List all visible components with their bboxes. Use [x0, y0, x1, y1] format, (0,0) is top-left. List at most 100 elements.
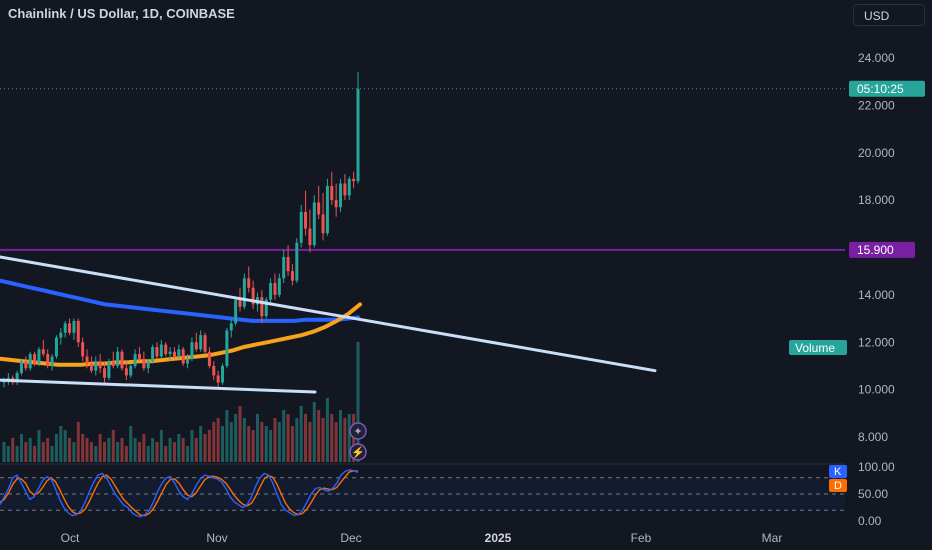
sparkle-icon[interactable]	[349, 422, 367, 440]
candle-body	[282, 256, 286, 279]
candle-body	[190, 342, 194, 359]
volume-bar	[317, 410, 321, 462]
currency-button[interactable]: USD	[853, 4, 925, 26]
volume-bar	[242, 418, 246, 462]
candle-body	[347, 178, 351, 196]
price-tick-label: 12.000	[858, 335, 895, 349]
candle-body	[312, 202, 316, 246]
candle-body	[15, 373, 19, 383]
volume-bar	[41, 442, 45, 462]
side-icons[interactable]: ✦⚡	[349, 422, 367, 461]
candle-body	[68, 323, 72, 333]
volume-bar	[146, 446, 150, 462]
candle-body	[317, 202, 321, 215]
candle-body	[63, 323, 67, 333]
candle-body	[81, 342, 85, 357]
volume-bar	[6, 446, 10, 462]
candle-body	[260, 297, 264, 317]
candle-body	[343, 183, 347, 196]
volume-bars	[2, 342, 360, 462]
volume-bar	[238, 406, 242, 462]
candle-body	[229, 323, 233, 331]
candle-body	[286, 256, 290, 272]
volume-bar	[325, 398, 329, 462]
candle-body	[181, 349, 185, 364]
lightning-icon[interactable]	[349, 443, 367, 461]
oscillator-tick-label: 100.00	[858, 460, 895, 474]
volume-bar	[89, 442, 93, 462]
ma-orange-line	[0, 302, 362, 367]
time-tick-label: Feb	[631, 531, 652, 545]
volume-bar	[286, 414, 290, 462]
volume-bar	[216, 418, 220, 462]
candle-body	[325, 185, 329, 234]
candle-body	[339, 183, 343, 208]
candle-body	[225, 330, 229, 366]
candle-body	[321, 214, 325, 234]
volume-bar	[251, 430, 255, 462]
volume-badge	[789, 340, 847, 355]
oscillator-band	[0, 477, 845, 511]
candles[interactable]	[2, 72, 360, 388]
candle-body	[76, 320, 80, 343]
volume-bar	[299, 406, 303, 462]
ma-blue-line	[0, 278, 360, 323]
candle-body	[98, 361, 102, 369]
volume-bar	[168, 438, 172, 462]
volume-bar	[199, 426, 203, 462]
candle-body	[142, 358, 146, 369]
volume-bar	[151, 438, 155, 462]
volume-bar	[11, 438, 15, 462]
volume-bar	[321, 418, 325, 462]
stoch-k-line	[0, 468, 359, 518]
volume-bar	[203, 434, 207, 462]
candle-body	[120, 351, 124, 369]
candle-body	[177, 349, 181, 357]
candle-body	[212, 365, 216, 376]
candle-body	[207, 351, 211, 366]
volume-bar	[194, 438, 198, 462]
volume-bar	[212, 422, 216, 462]
candle-body	[41, 349, 45, 355]
candle-body	[19, 361, 23, 374]
volume-bar	[2, 442, 6, 462]
volume-bar	[133, 438, 137, 462]
price-tick-label: 10.000	[858, 383, 895, 397]
price-axis: 24.000 22.000 20.000 18.000 14.000 12.000 10.0…	[789, 51, 925, 528]
volume-bar	[181, 438, 185, 462]
volume-bar	[15, 446, 19, 462]
time-tick-label: Nov	[206, 531, 227, 545]
volume-bar	[37, 430, 41, 462]
candle-body	[37, 349, 41, 364]
time-tick-label: Mar	[762, 531, 783, 545]
volume-bar	[54, 434, 58, 462]
d-label: D	[834, 480, 842, 492]
volume-bar	[137, 442, 141, 462]
candle-body	[269, 283, 273, 300]
volume-bar	[295, 418, 299, 462]
volume-bar	[234, 414, 238, 462]
volume-bar	[356, 342, 360, 462]
candle-body	[242, 278, 246, 307]
oscillator-tick-label: 0.00	[858, 514, 882, 528]
last-price-badge	[849, 80, 925, 97]
price-tick-label: 22.000	[858, 98, 895, 112]
moving-averages	[0, 278, 362, 367]
volume-bar	[155, 442, 159, 462]
volume-bar	[269, 430, 273, 462]
volume-bar	[339, 410, 343, 462]
candle-body	[146, 361, 150, 369]
candle-body	[129, 365, 133, 376]
candle-body	[159, 344, 163, 357]
volume-bar	[111, 430, 115, 462]
candle-body	[164, 344, 168, 355]
volume-bar	[76, 422, 80, 462]
volume-bar	[190, 430, 194, 462]
candle-body	[59, 332, 63, 338]
candle-body	[133, 354, 137, 366]
candle-body	[330, 185, 334, 201]
candle-body	[304, 211, 308, 229]
level-price-badge	[849, 241, 915, 258]
trendlines[interactable]	[0, 255, 657, 394]
